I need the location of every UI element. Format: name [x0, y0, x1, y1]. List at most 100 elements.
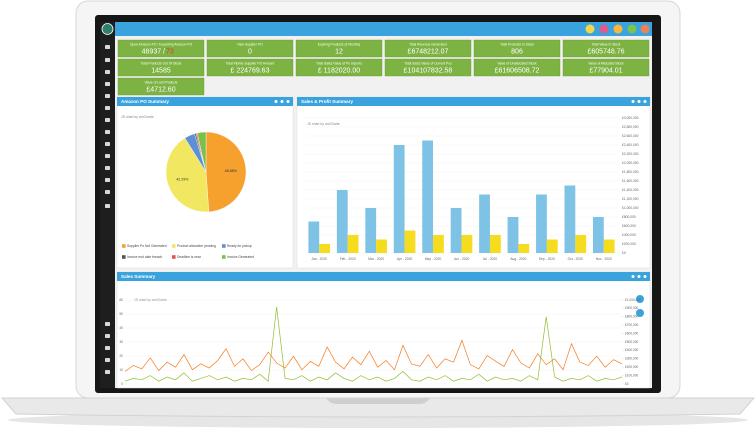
- y-tick-label: £2,400,000: [622, 143, 639, 147]
- sidebar-icon[interactable]: [105, 334, 110, 338]
- bar: [393, 145, 405, 253]
- y-tick-label: 60: [119, 298, 123, 302]
- panel-control[interactable]: [274, 100, 278, 103]
- x-tick-label: Oct - 2020: [568, 257, 584, 261]
- sidebar-icon[interactable]: [105, 82, 110, 86]
- kpi-value: £ 224769.63: [231, 67, 270, 74]
- legend-swatch: [222, 255, 226, 259]
- sidebar-icon[interactable]: [105, 358, 110, 362]
- sidebar-icon[interactable]: [105, 166, 110, 170]
- sidebar-icon[interactable]: [105, 346, 110, 350]
- y2-tick-label: £300,000: [625, 357, 639, 361]
- kpi-value: £77904.01: [589, 67, 622, 74]
- panel-control[interactable]: [643, 275, 647, 278]
- y2-tick-label: £600,000: [625, 331, 639, 335]
- kpi-value: 806: [511, 48, 523, 55]
- avatar[interactable]: [627, 24, 637, 34]
- zoom-button[interactable]: [636, 295, 644, 303]
- sidebar-icon[interactable]: [105, 322, 110, 326]
- panel-header: [117, 272, 650, 281]
- panel-control[interactable]: [637, 275, 641, 278]
- y-tick-label: £1,800,000: [622, 170, 639, 174]
- kpi-tile: [384, 58, 472, 77]
- y-tick-label: £1,600,000: [622, 179, 639, 183]
- legend-label: Invoice Generated: [227, 255, 254, 259]
- y-tick-label: 10: [119, 368, 123, 372]
- sidebar-icon[interactable]: [105, 190, 110, 194]
- panel-control[interactable]: [286, 100, 290, 103]
- slice-label: 48.88%: [225, 169, 238, 173]
- avatar[interactable]: [640, 24, 650, 34]
- sidebar-icon[interactable]: [105, 70, 110, 74]
- legend-label: Product allocation pending: [177, 244, 216, 248]
- sidebar-icon[interactable]: [105, 58, 110, 62]
- y2-tick-label: £700,000: [625, 323, 639, 327]
- panel-control[interactable]: [280, 100, 284, 103]
- bar: [564, 185, 576, 253]
- panel-title: Sales Summary: [121, 274, 156, 279]
- panel-control[interactable]: [631, 275, 635, 278]
- y-tick-label: £200,000: [622, 242, 636, 246]
- x-tick-label: Feb - 2020: [340, 257, 356, 261]
- sidebar-icon[interactable]: [105, 94, 110, 98]
- kpi-value: £605748.76: [588, 48, 625, 55]
- kpi-tile: [117, 39, 205, 58]
- bar: [404, 230, 416, 253]
- y-tick-label: £600,000: [622, 224, 636, 228]
- avatar[interactable]: [599, 24, 609, 34]
- y-tick-label: 30: [119, 340, 123, 344]
- sidebar-icon[interactable]: [105, 178, 110, 182]
- y-tick-label: £800,000: [622, 215, 636, 219]
- sidebar-icon[interactable]: [105, 142, 110, 146]
- kpi-label: Value of Lost Products: [145, 80, 178, 84]
- x-tick-label: Jun - 2020: [454, 257, 470, 261]
- y-tick-label: £2,600,000: [622, 134, 639, 138]
- pie-slice: [196, 131, 207, 173]
- kpi-label: Total Sales Value of Po Imports: [316, 61, 362, 65]
- kpi-tile: [295, 58, 383, 77]
- avatar[interactable]: [585, 24, 595, 34]
- x-tick-label: Sep - 2020: [539, 257, 555, 261]
- bar: [603, 239, 615, 253]
- sidebar-icon[interactable]: [105, 370, 110, 374]
- kpi-label: Expiring Products (6 Months): [318, 42, 361, 46]
- slice-label: 42.29%: [176, 178, 189, 182]
- logo[interactable]: [101, 23, 114, 35]
- panel: [116, 271, 651, 389]
- x-tick-label: Mar - 2020: [368, 257, 384, 261]
- sidebar-icon[interactable]: [105, 45, 110, 49]
- legend-label: Deadline is near: [177, 255, 202, 259]
- panel-control[interactable]: [637, 100, 641, 103]
- y-tick-label: £2,800,000: [622, 125, 639, 129]
- y2-tick-label: £500,000: [625, 340, 639, 344]
- bar: [536, 194, 547, 253]
- legend-swatch: [172, 244, 176, 248]
- sidebar-icon[interactable]: [105, 106, 110, 110]
- pie-slice: [165, 137, 210, 213]
- y2-tick-label: £400,000: [625, 348, 639, 352]
- y-tick-label: £400,000: [622, 233, 636, 237]
- bar: [376, 239, 387, 253]
- sidebar-icon[interactable]: [105, 204, 110, 208]
- kpi-tile: [473, 58, 561, 77]
- x-tick-label: Apr - 2020: [397, 257, 413, 261]
- bar: [433, 235, 444, 253]
- kpi-label: Value of Unallocated Stock: [497, 61, 537, 65]
- panel-controls: [274, 100, 647, 278]
- legend-swatch: [122, 255, 126, 259]
- kpi-value: £6748212.07: [408, 48, 449, 55]
- panel-control[interactable]: [631, 100, 635, 103]
- panel-control[interactable]: [643, 100, 647, 103]
- y2-tick-label: £0: [625, 382, 629, 386]
- kpi-tile: [384, 39, 472, 58]
- sidebar-icon[interactable]: [105, 154, 110, 158]
- avatar[interactable]: [613, 24, 623, 34]
- zoom-button[interactable]: [636, 309, 644, 317]
- sidebar-icon[interactable]: [105, 118, 110, 122]
- sidebar-icon[interactable]: [105, 130, 110, 134]
- bar: [461, 235, 473, 253]
- x-tick-label: May - 2020: [425, 257, 442, 261]
- bar: [507, 217, 519, 253]
